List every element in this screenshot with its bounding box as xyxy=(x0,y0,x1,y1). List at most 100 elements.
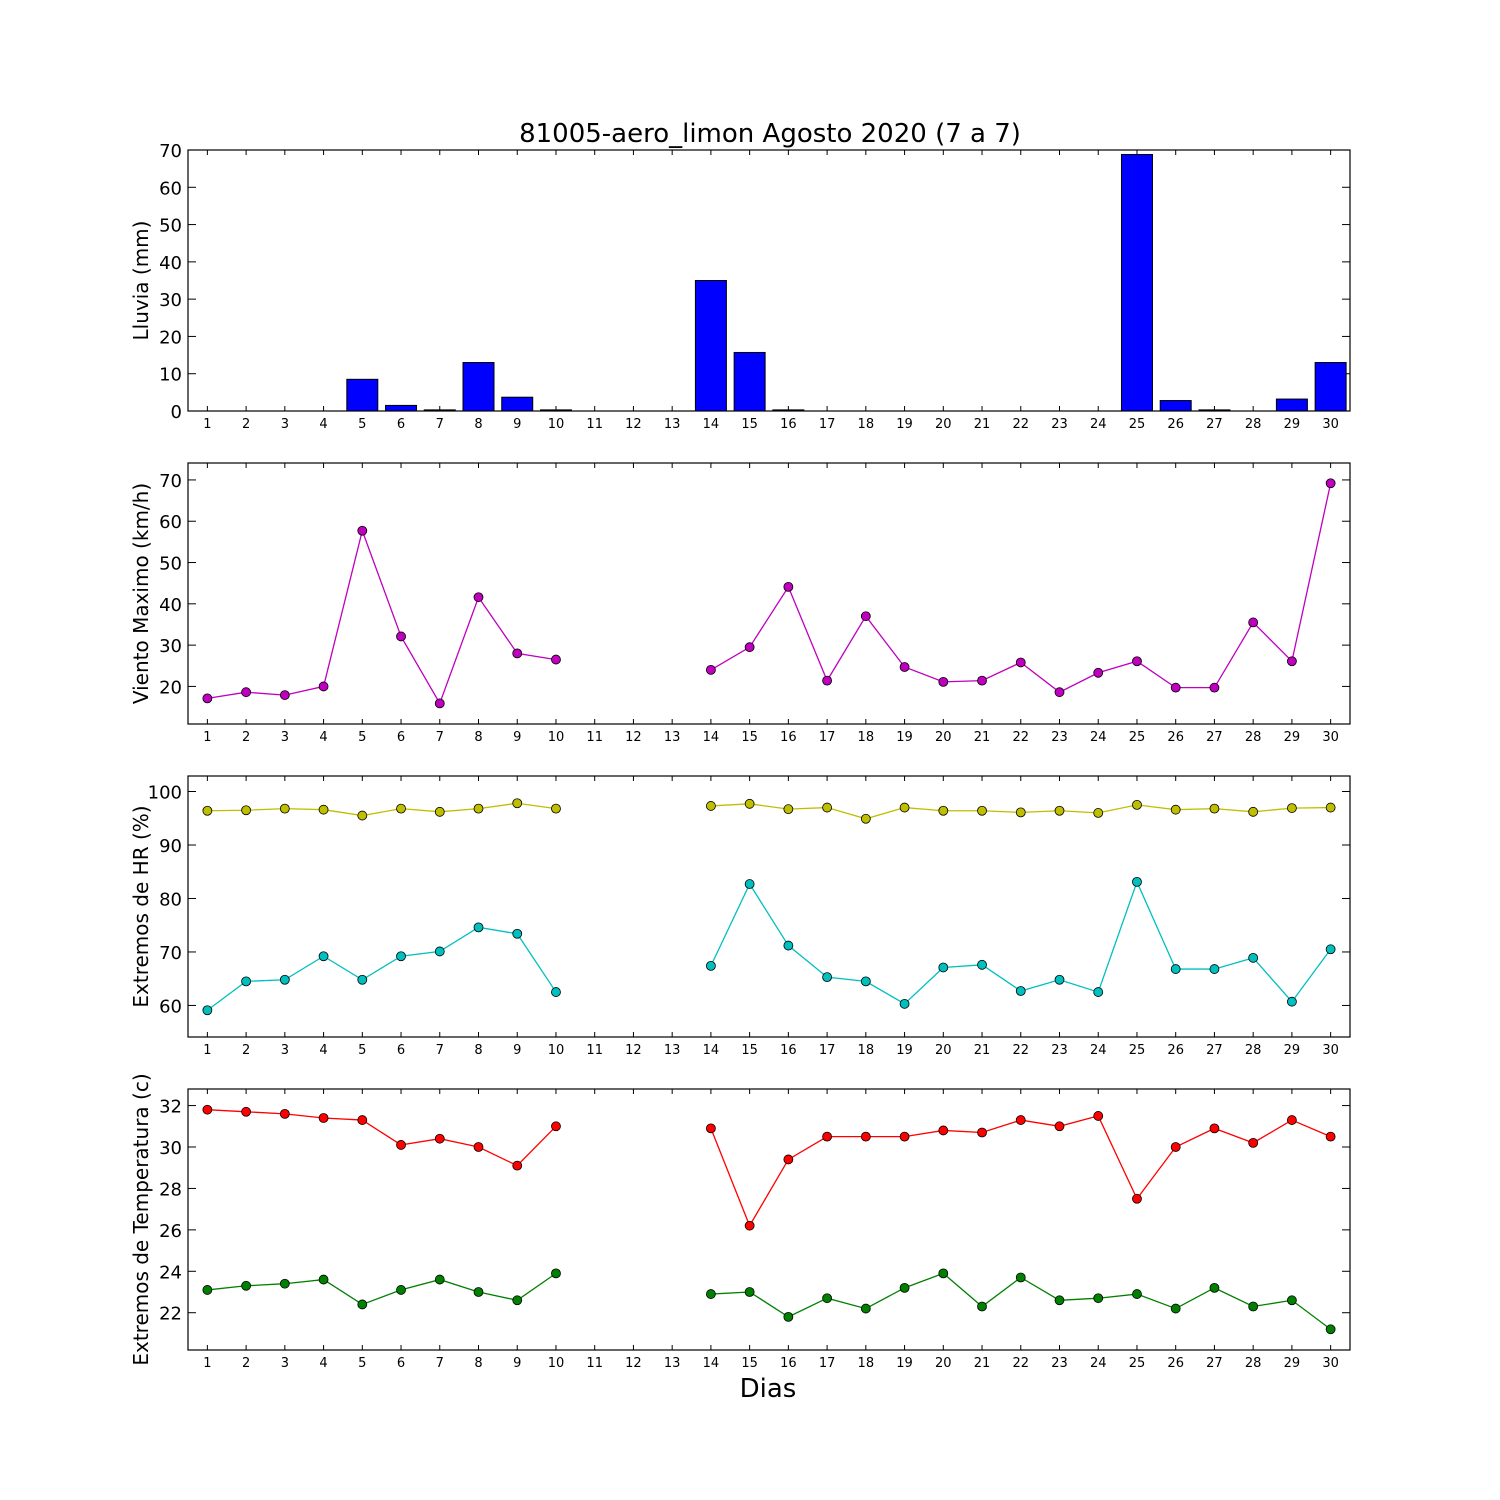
x-tick-label: 21 xyxy=(974,730,991,745)
x-tick-label: 17 xyxy=(819,730,836,745)
data-point xyxy=(1132,876,1142,887)
x-tick-label: 7 xyxy=(436,730,444,745)
data-point xyxy=(783,804,794,815)
x-tick-label: 20 xyxy=(935,1356,952,1371)
y-axis-label: Lluvia (mm) xyxy=(129,221,153,341)
x-tick-label: 10 xyxy=(548,1356,565,1371)
x-tick-label: 26 xyxy=(1167,1356,1184,1371)
x-tick-label: 6 xyxy=(397,1043,405,1058)
x-tick-label: 1 xyxy=(203,417,211,432)
x-tick-label: 12 xyxy=(625,1356,642,1371)
x-tick-label: 18 xyxy=(858,417,875,432)
x-tick-label: 24 xyxy=(1090,1356,1107,1371)
data-point xyxy=(1132,1193,1142,1204)
data-point xyxy=(822,972,832,982)
x-tick-label: 19 xyxy=(896,1356,913,1371)
data-point xyxy=(318,1113,329,1123)
data-point xyxy=(1170,1303,1181,1314)
data-point xyxy=(1209,1123,1220,1134)
data-point xyxy=(318,951,329,962)
x-tick-label: 9 xyxy=(513,1043,521,1058)
series-line xyxy=(207,1109,557,1167)
series-line xyxy=(710,1115,1331,1228)
x-tick-label: 29 xyxy=(1284,1043,1301,1058)
data-point xyxy=(241,1106,252,1117)
x-tick-label: 23 xyxy=(1051,1043,1068,1058)
data-point xyxy=(938,1268,949,1279)
data-point xyxy=(1132,799,1142,810)
data-point xyxy=(706,801,716,811)
x-tick-label: 28 xyxy=(1245,1356,1262,1371)
x-tick-label: 22 xyxy=(1012,1356,1029,1371)
data-point xyxy=(860,611,871,622)
data-point xyxy=(1015,986,1026,996)
x-tick-label: 26 xyxy=(1167,417,1184,432)
data-point xyxy=(1209,964,1220,974)
data-point xyxy=(783,581,794,592)
data-point xyxy=(396,1285,406,1295)
x-tick-label: 19 xyxy=(896,1043,913,1058)
bar xyxy=(501,396,534,412)
x-tick-label: 14 xyxy=(703,1356,720,1371)
x-tick-label: 4 xyxy=(319,1043,327,1058)
data-point xyxy=(706,665,716,675)
data-point xyxy=(512,798,523,809)
x-tick-label: 23 xyxy=(1051,417,1068,432)
data-point xyxy=(1325,1324,1336,1335)
y-tick-label: 20 xyxy=(159,677,182,698)
x-tick-label: 9 xyxy=(513,730,521,745)
data-point xyxy=(1132,1289,1142,1299)
data-point xyxy=(744,1220,755,1231)
x-tick-label: 25 xyxy=(1129,1356,1146,1371)
data-point xyxy=(899,998,910,1009)
x-tick-label: 10 xyxy=(548,417,565,432)
data-point xyxy=(899,802,910,813)
x-tick-label: 17 xyxy=(819,417,836,432)
y-tick-label: 40 xyxy=(159,253,182,274)
data-point xyxy=(1287,1295,1297,1306)
x-tick-label: 16 xyxy=(780,1043,797,1058)
data-point xyxy=(977,959,987,970)
x-tick-label: 24 xyxy=(1090,730,1107,745)
x-tick-label: 6 xyxy=(397,730,405,745)
x-tick-label: 13 xyxy=(664,1043,681,1058)
x-tick-label: 19 xyxy=(896,730,913,745)
data-point xyxy=(241,976,252,987)
data-point xyxy=(396,631,406,642)
data-point xyxy=(1248,952,1259,963)
data-point xyxy=(318,804,329,815)
bar xyxy=(1275,398,1308,412)
x-tick-label: 17 xyxy=(819,1043,836,1058)
x-tick-label: 30 xyxy=(1322,417,1339,432)
data-point xyxy=(279,1108,290,1119)
x-tick-label: 23 xyxy=(1051,730,1068,745)
bar xyxy=(462,362,495,412)
y-tick-label: 60 xyxy=(159,996,182,1017)
data-point xyxy=(1287,1115,1297,1125)
y-tick-label: 60 xyxy=(159,512,182,533)
y-tick-label: 40 xyxy=(159,595,182,616)
data-point xyxy=(318,1274,329,1285)
x-tick-label: 1 xyxy=(203,1356,211,1371)
x-tick-label: 5 xyxy=(358,1356,366,1371)
x-tick-label: 14 xyxy=(703,730,720,745)
data-point xyxy=(434,698,445,709)
data-point xyxy=(1054,974,1065,985)
plot-frame xyxy=(187,149,1351,412)
x-tick-label: 23 xyxy=(1051,1356,1068,1371)
x-tick-label: 2 xyxy=(242,730,250,745)
x-tick-label: 22 xyxy=(1012,730,1029,745)
data-point xyxy=(551,654,561,665)
data-point xyxy=(473,1142,484,1152)
x-tick-label: 28 xyxy=(1245,730,1262,745)
data-point xyxy=(1054,805,1065,816)
x-tick-label: 12 xyxy=(625,417,642,432)
x-tick-label: 27 xyxy=(1206,417,1223,432)
x-tick-label: 18 xyxy=(858,730,875,745)
data-point xyxy=(434,1274,445,1285)
x-tick-label: 16 xyxy=(780,417,797,432)
data-point xyxy=(938,805,949,816)
x-tick-label: 25 xyxy=(1129,730,1146,745)
data-point xyxy=(357,810,368,821)
